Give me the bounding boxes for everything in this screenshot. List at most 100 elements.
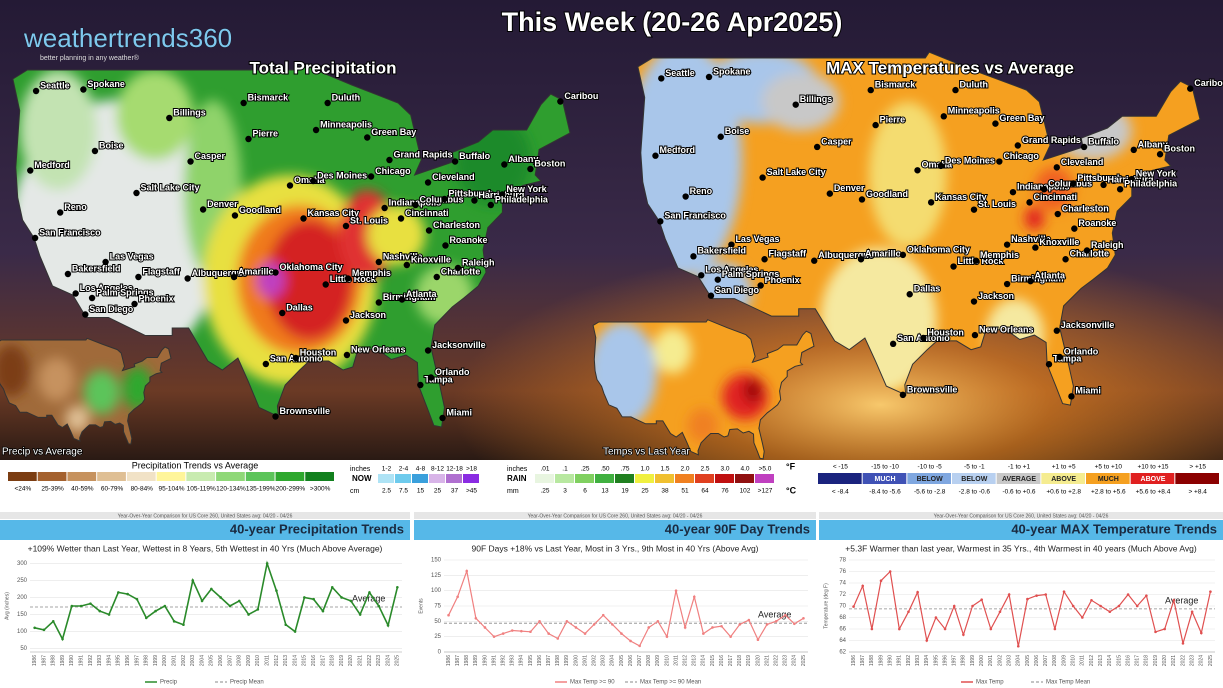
city-dot bbox=[952, 86, 959, 94]
legend-swatch bbox=[275, 472, 305, 481]
city-dot bbox=[1100, 181, 1107, 189]
point bbox=[237, 599, 241, 603]
x-tick-label: 1993 bbox=[97, 655, 103, 666]
lower-panel bbox=[0, 460, 1223, 688]
city-dot bbox=[657, 218, 664, 225]
map-shade bbox=[265, 220, 353, 340]
legend-swatch bbox=[412, 474, 428, 483]
point bbox=[898, 627, 901, 631]
x-tick-label: 2006 bbox=[218, 655, 224, 666]
city-label: Salt Lake City bbox=[767, 167, 826, 177]
city-label: San Diego bbox=[715, 285, 760, 295]
y-tick-label: 66 bbox=[839, 627, 846, 633]
point bbox=[1199, 631, 1203, 635]
city-label: Cleveland bbox=[1061, 157, 1104, 167]
x-tick-label: 2014 bbox=[292, 655, 298, 666]
map-shade bbox=[653, 327, 692, 374]
city-dot bbox=[72, 290, 79, 297]
city-label: Oklahoma City bbox=[907, 244, 970, 254]
legend-label: 64 bbox=[701, 488, 709, 495]
x-tick-label: 2018 bbox=[330, 655, 336, 666]
point bbox=[665, 635, 669, 638]
x-tick-label: 1992 bbox=[500, 655, 506, 666]
x-tick-label: 1994 bbox=[106, 655, 112, 666]
map-shade bbox=[868, 101, 947, 248]
city-dot bbox=[1032, 244, 1039, 251]
legend-label: 105-119% bbox=[187, 486, 216, 493]
legend-label: >127 bbox=[758, 488, 773, 495]
point bbox=[998, 610, 1002, 614]
legend-label: 120-134% bbox=[216, 486, 246, 493]
city-label: Seattle bbox=[40, 80, 70, 90]
legend-label: -15 to -10 bbox=[871, 464, 899, 471]
x-tick-label: 1993 bbox=[510, 655, 516, 666]
legend-swatch bbox=[615, 474, 634, 483]
x-tick-label: 2010 bbox=[1071, 655, 1077, 666]
city-dot bbox=[135, 273, 142, 281]
city-dot bbox=[826, 190, 834, 197]
x-tick-label: 1997 bbox=[952, 655, 958, 666]
point bbox=[520, 629, 523, 633]
x-tick-label: 1998 bbox=[555, 655, 561, 666]
x-tick-label: 1999 bbox=[153, 655, 159, 666]
y-axis-label: Avg (inches) bbox=[4, 592, 10, 620]
legend-label: -8.4 to -5.6 bbox=[869, 489, 901, 496]
city-label: Omaha bbox=[294, 175, 326, 185]
legend-swatch bbox=[446, 474, 462, 483]
legend-label: >18 bbox=[466, 466, 477, 473]
city-label: Chicago bbox=[375, 166, 411, 176]
toolbar bbox=[414, 512, 816, 519]
x-tick-label: 1991 bbox=[78, 655, 84, 666]
point bbox=[1126, 593, 1130, 596]
point bbox=[592, 623, 596, 626]
legend-label: <24% bbox=[14, 486, 31, 493]
legend-swatch bbox=[952, 473, 996, 484]
city-label: Oklahoma City bbox=[280, 262, 343, 272]
legend-label: +5 to +10 bbox=[1095, 464, 1123, 471]
city-dot bbox=[714, 276, 722, 283]
city-dot bbox=[442, 242, 449, 249]
legend-swatch bbox=[1130, 473, 1175, 484]
city-label: Cincinnati bbox=[405, 208, 449, 218]
legend-label: -1 to +1 bbox=[1008, 464, 1031, 471]
city-label: Roanoke bbox=[449, 235, 487, 245]
city-label: Brownsville bbox=[907, 384, 958, 394]
y-tick-label: 150 bbox=[17, 612, 28, 618]
city-label: Roanoke bbox=[1078, 218, 1116, 228]
legend-swatch bbox=[156, 472, 186, 481]
x-tick-label: 2017 bbox=[1135, 655, 1141, 666]
inset-label: Temps vs Last Year bbox=[603, 447, 690, 458]
city-label: Bismarck bbox=[875, 79, 917, 89]
legend-label: +5.6 to +8.4 bbox=[1136, 489, 1171, 496]
legend-swatch bbox=[1175, 473, 1219, 484]
legend-swatch bbox=[216, 472, 245, 481]
point bbox=[583, 632, 587, 635]
city-label: Birmingham bbox=[1011, 273, 1064, 283]
city-label: Omaha bbox=[922, 160, 954, 170]
x-tick-label: 1991 bbox=[491, 655, 497, 666]
city-label: Atlanta bbox=[406, 289, 437, 299]
legend-label: 135-199% bbox=[246, 486, 276, 493]
y-tick-label: 50 bbox=[20, 646, 27, 652]
city-dot bbox=[312, 126, 320, 134]
legend-label: Precip Mean bbox=[230, 680, 264, 686]
city-dot bbox=[309, 177, 317, 185]
city-label: Boston bbox=[534, 158, 565, 168]
city-dot bbox=[971, 331, 979, 339]
city-dot bbox=[906, 291, 913, 298]
x-tick-label: 2018 bbox=[737, 655, 743, 666]
city-label: Memphis bbox=[980, 250, 1019, 260]
city-dot bbox=[342, 222, 350, 230]
city-label: New York bbox=[506, 184, 547, 194]
legend-swatch bbox=[378, 474, 394, 483]
point bbox=[638, 644, 641, 648]
map-shade bbox=[19, 70, 97, 190]
x-tick-label: 2012 bbox=[274, 655, 280, 666]
x-tick-label: 2020 bbox=[755, 655, 761, 666]
city-label: Buffalo bbox=[459, 151, 490, 161]
legend-label: 25 bbox=[434, 488, 442, 495]
point bbox=[783, 613, 787, 617]
city-dot bbox=[417, 381, 424, 389]
point bbox=[738, 623, 742, 626]
point bbox=[368, 591, 371, 594]
